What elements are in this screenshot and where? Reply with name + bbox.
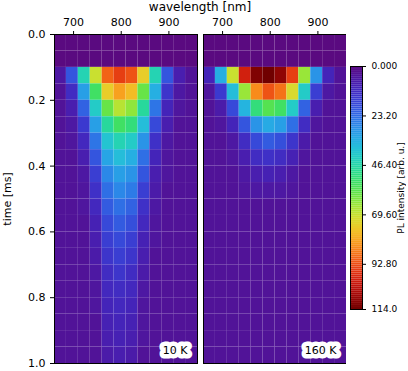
- svg-text:900: 900: [158, 16, 179, 29]
- svg-text:1.0: 1.0: [28, 357, 46, 370]
- svg-text:0.000: 0.000: [372, 61, 398, 71]
- svg-text:0.6: 0.6: [28, 225, 46, 238]
- svg-text:23.20: 23.20: [372, 111, 398, 121]
- svg-text:10 K: 10 K: [163, 344, 188, 357]
- svg-text:PL intensity [arb. u.]: PL intensity [arb. u.]: [396, 142, 406, 233]
- svg-text:0.2: 0.2: [28, 94, 46, 107]
- svg-text:0.4: 0.4: [28, 160, 46, 173]
- svg-text:46.40: 46.40: [372, 160, 398, 170]
- svg-text:92.80: 92.80: [372, 259, 398, 269]
- html-text:wavelength [nm]: wavelength [nm]: [148, 0, 252, 14]
- svg-text:900: 900: [307, 16, 328, 29]
- svg-text:114.0: 114.0: [372, 304, 398, 314]
- svg-text:160 K: 160 K: [305, 344, 337, 357]
- svg-text:700: 700: [63, 16, 84, 29]
- svg-text:0.8: 0.8: [28, 291, 46, 304]
- svg-text:time [ms]: time [ms]: [1, 172, 14, 225]
- svg-text:800: 800: [111, 16, 132, 29]
- svg-text:700: 700: [212, 16, 233, 29]
- svg-text:800: 800: [260, 16, 281, 29]
- svg-text:69.60: 69.60: [372, 210, 398, 220]
- svg-text:0.0: 0.0: [28, 28, 46, 41]
